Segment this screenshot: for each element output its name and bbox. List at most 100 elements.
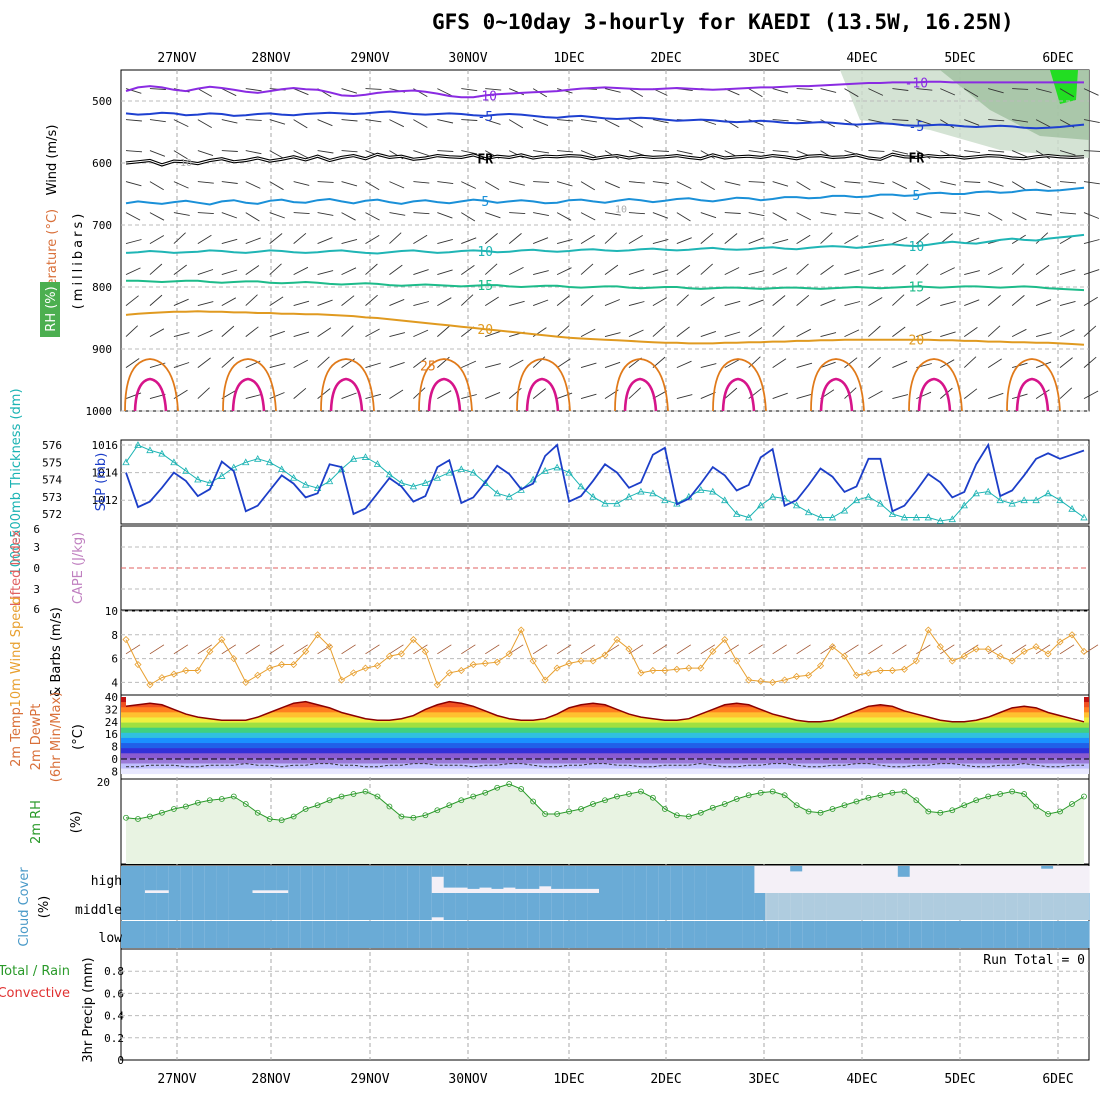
cloud-bar-middle: [599, 893, 612, 920]
wind-barb: [892, 326, 906, 337]
cloud-bar-low: [885, 921, 899, 948]
cloud-bar-high: [419, 866, 433, 893]
cloud-bar-low: [599, 921, 612, 948]
wind-speed-point: [613, 635, 621, 644]
dewpoint-line: [126, 763, 1084, 768]
wind-barb: [628, 119, 644, 128]
thickness-point: [493, 489, 501, 497]
isotherm-label: 10: [477, 245, 493, 260]
wind-barb-10m: [293, 644, 308, 655]
wind-barb: [892, 88, 909, 91]
wind-barb-10m: [676, 644, 692, 655]
wind-barb: [269, 363, 286, 369]
date-label-top: 28NOV: [251, 51, 290, 66]
wind-barb: [389, 298, 405, 307]
rh-point: [1057, 808, 1063, 815]
cloud-bar-low: [897, 921, 911, 948]
thickness-point: [206, 479, 214, 486]
wind-barb: [748, 181, 765, 183]
rh-point: [554, 811, 560, 817]
wind-barb: [844, 181, 861, 184]
cloud-bar-middle: [133, 893, 146, 920]
wind-barb: [964, 88, 979, 98]
wind-barb: [796, 362, 813, 369]
wind-barb: [269, 296, 284, 306]
thickness-point: [266, 458, 274, 466]
cloud-bg: [957, 866, 971, 893]
thickness-point: [649, 489, 657, 497]
wind-barb: [437, 119, 454, 124]
precip-tick-label: 0.8: [104, 965, 124, 978]
wind-barb: [916, 119, 932, 126]
thickness-point: [457, 465, 465, 473]
cloud-bar-low: [682, 921, 696, 948]
rh-point: [638, 788, 644, 795]
wind-barb: [1035, 299, 1052, 307]
wind-barb: [509, 300, 525, 307]
rh-point: [566, 808, 572, 815]
wind-speed-point: [577, 657, 585, 665]
wind-speed-point: [852, 671, 861, 679]
rh-point: [1069, 801, 1075, 807]
wind-barb: [988, 119, 1005, 122]
wind-barb: [1059, 269, 1076, 276]
wind-barb: [317, 237, 333, 245]
cloud-bar-middle: [563, 893, 576, 920]
rh-point: [721, 801, 728, 807]
wind-barb: [365, 88, 382, 90]
wind-speed-point: [134, 660, 142, 669]
axis-title-rh-unit: (%): [69, 811, 84, 834]
wind-barb: [197, 88, 213, 97]
wind-barb: [485, 330, 501, 338]
wind-speed-point: [828, 643, 837, 651]
wind-barb: [1059, 88, 1075, 98]
cloud-bar-middle: [479, 893, 493, 920]
wind-speed-point: [553, 664, 561, 672]
wind-barb: [772, 88, 789, 94]
rh-point: [985, 793, 992, 800]
wind-barb: [820, 299, 836, 307]
wind-barb: [628, 269, 645, 276]
wind-speed-point: [254, 671, 262, 679]
wind-barb: [1012, 119, 1029, 123]
wind-barb: [820, 232, 833, 244]
wind-barb: [365, 328, 380, 337]
thickness-point: [230, 463, 238, 471]
wind-barb: [1035, 361, 1052, 369]
axis-title-thickness: 1000-500mb Thickness (dm): [9, 388, 24, 575]
wind-barb: [125, 267, 141, 276]
isotherm-label: -5: [477, 110, 493, 125]
thickness-point: [1032, 496, 1040, 504]
wind-barb: [556, 267, 572, 276]
wind-barb: [173, 119, 189, 128]
wind-barb: [748, 356, 761, 368]
wind-barb: [796, 181, 811, 191]
isotherm-label: FR: [909, 151, 925, 166]
wind-barb: [1083, 88, 1099, 96]
wind-barb: [772, 181, 789, 187]
wind-speed-point: [290, 660, 298, 669]
wind-speed-point: [1008, 657, 1016, 665]
wind-barb: [892, 181, 907, 190]
cloud-bar-low: [383, 921, 397, 948]
wind-speed-point: [685, 664, 693, 672]
wind-speed-point: [302, 647, 310, 656]
wind-barb: [1059, 150, 1076, 156]
cloud-bar-low: [228, 921, 242, 948]
cloud-bar-low: [1065, 921, 1078, 948]
wind-barb: [1011, 181, 1027, 191]
wind-barb: [676, 294, 689, 306]
rh-legend-box: [40, 282, 60, 337]
rh-point: [949, 807, 956, 814]
wind-speed-point: [924, 626, 932, 634]
wind-speed-point: [781, 676, 789, 684]
isotherm-label: 20: [477, 323, 493, 338]
isotherm-line-5: [125, 186, 1085, 206]
wind-barb: [413, 301, 430, 307]
rh-point: [374, 793, 381, 800]
cloud-bar-low: [1077, 921, 1090, 948]
thickness-point: [445, 468, 453, 476]
wind-barb: [485, 296, 499, 306]
wind-barb-10m: [1059, 644, 1075, 655]
wind-barb: [724, 331, 741, 338]
